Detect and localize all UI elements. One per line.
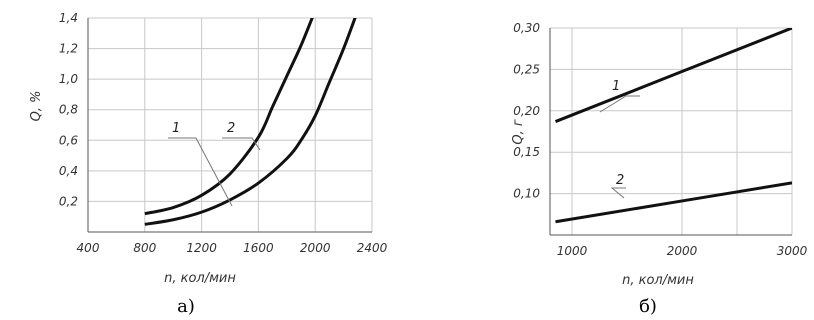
chart-b-grid <box>550 27 793 235</box>
chart-b-y-tick-label: 0,10 <box>513 187 540 201</box>
chart-a-y-tick-label: 1,0 <box>59 72 78 86</box>
chart-a-x-tick-label: 800 <box>133 241 156 255</box>
chart-b-x-tick-label: 3000 <box>777 244 808 258</box>
chart-b-y-label: Q, г <box>511 119 526 144</box>
chart-b-x-tick-label: 2000 <box>667 244 698 258</box>
chart-b: 1000 2000 3000 0,10 0,15 0,20 0,25 0,30 1 2 n, … <box>511 21 808 317</box>
chart-a-y-tick-label: 1,2 <box>59 42 78 56</box>
chart-a-series-label-1: 1 <box>172 121 180 136</box>
chart-b-caption: б) <box>639 296 657 317</box>
chart-a-y-tick-label: 0,6 <box>59 133 78 147</box>
chart-a-y-tick-label: 0,8 <box>59 103 78 117</box>
chart-b-y-tick-label: 0,25 <box>513 62 540 76</box>
chart-a-series-2-line <box>144 18 357 226</box>
chart-b-series-label-1: 1 <box>612 79 620 94</box>
chart-b-y-tick-label: 0,30 <box>513 21 540 35</box>
chart-a-ticks: 400 800 1200 1600 2000 2400 0,2 0,4 0,6 0,8 1,0 1,2… <box>59 11 388 255</box>
chart-b-series <box>554 28 792 224</box>
chart-b-series-1-line <box>554 28 792 123</box>
chart-a-x-tick-label: 1600 <box>243 241 274 255</box>
chart-b-series-label-2: 2 <box>616 173 624 188</box>
chart-b-leader-2 <box>610 187 626 199</box>
chart-b-ticks: 1000 2000 3000 0,10 0,15 0,20 0,25 0,30 <box>513 21 807 258</box>
chart-b-x-tick-label: 1000 <box>557 244 588 258</box>
chart-b-leader-1 <box>599 95 640 113</box>
chart-a-x-tick-label: 1200 <box>186 241 217 255</box>
chart-b-y-tick-label: 0,15 <box>513 145 540 159</box>
chart-a-series-label-2: 2 <box>227 121 235 136</box>
chart-a-caption: а) <box>177 296 195 317</box>
chart-a-y-tick-label: 0,2 <box>59 194 78 208</box>
chart-a-series-1-line <box>144 18 314 216</box>
chart-a-y-label: Q, % <box>29 91 44 122</box>
chart-a-series <box>144 18 357 226</box>
chart-a-leader-2 <box>222 137 261 151</box>
chart-b-x-label: n, кол/мин <box>622 273 694 288</box>
chart-b-y-tick-label: 0,20 <box>513 104 540 118</box>
chart-b-series-2-line <box>555 181 792 224</box>
chart-a: 400 800 1200 1600 2000 2400 0,2 0,4 0,6 0,8 1,0 1,2… <box>29 11 388 317</box>
chart-a-y-tick-label: 1,4 <box>59 11 78 25</box>
chart-a-leader-1 <box>168 137 233 207</box>
chart-a-x-tick-label: 400 <box>77 241 100 255</box>
chart-a-y-tick-label: 0,4 <box>59 164 78 178</box>
chart-a-x-tick-label: 2000 <box>300 241 331 255</box>
chart-a-x-tick-label: 2400 <box>357 241 388 255</box>
chart-a-x-label: n, кол/мин <box>164 271 236 286</box>
